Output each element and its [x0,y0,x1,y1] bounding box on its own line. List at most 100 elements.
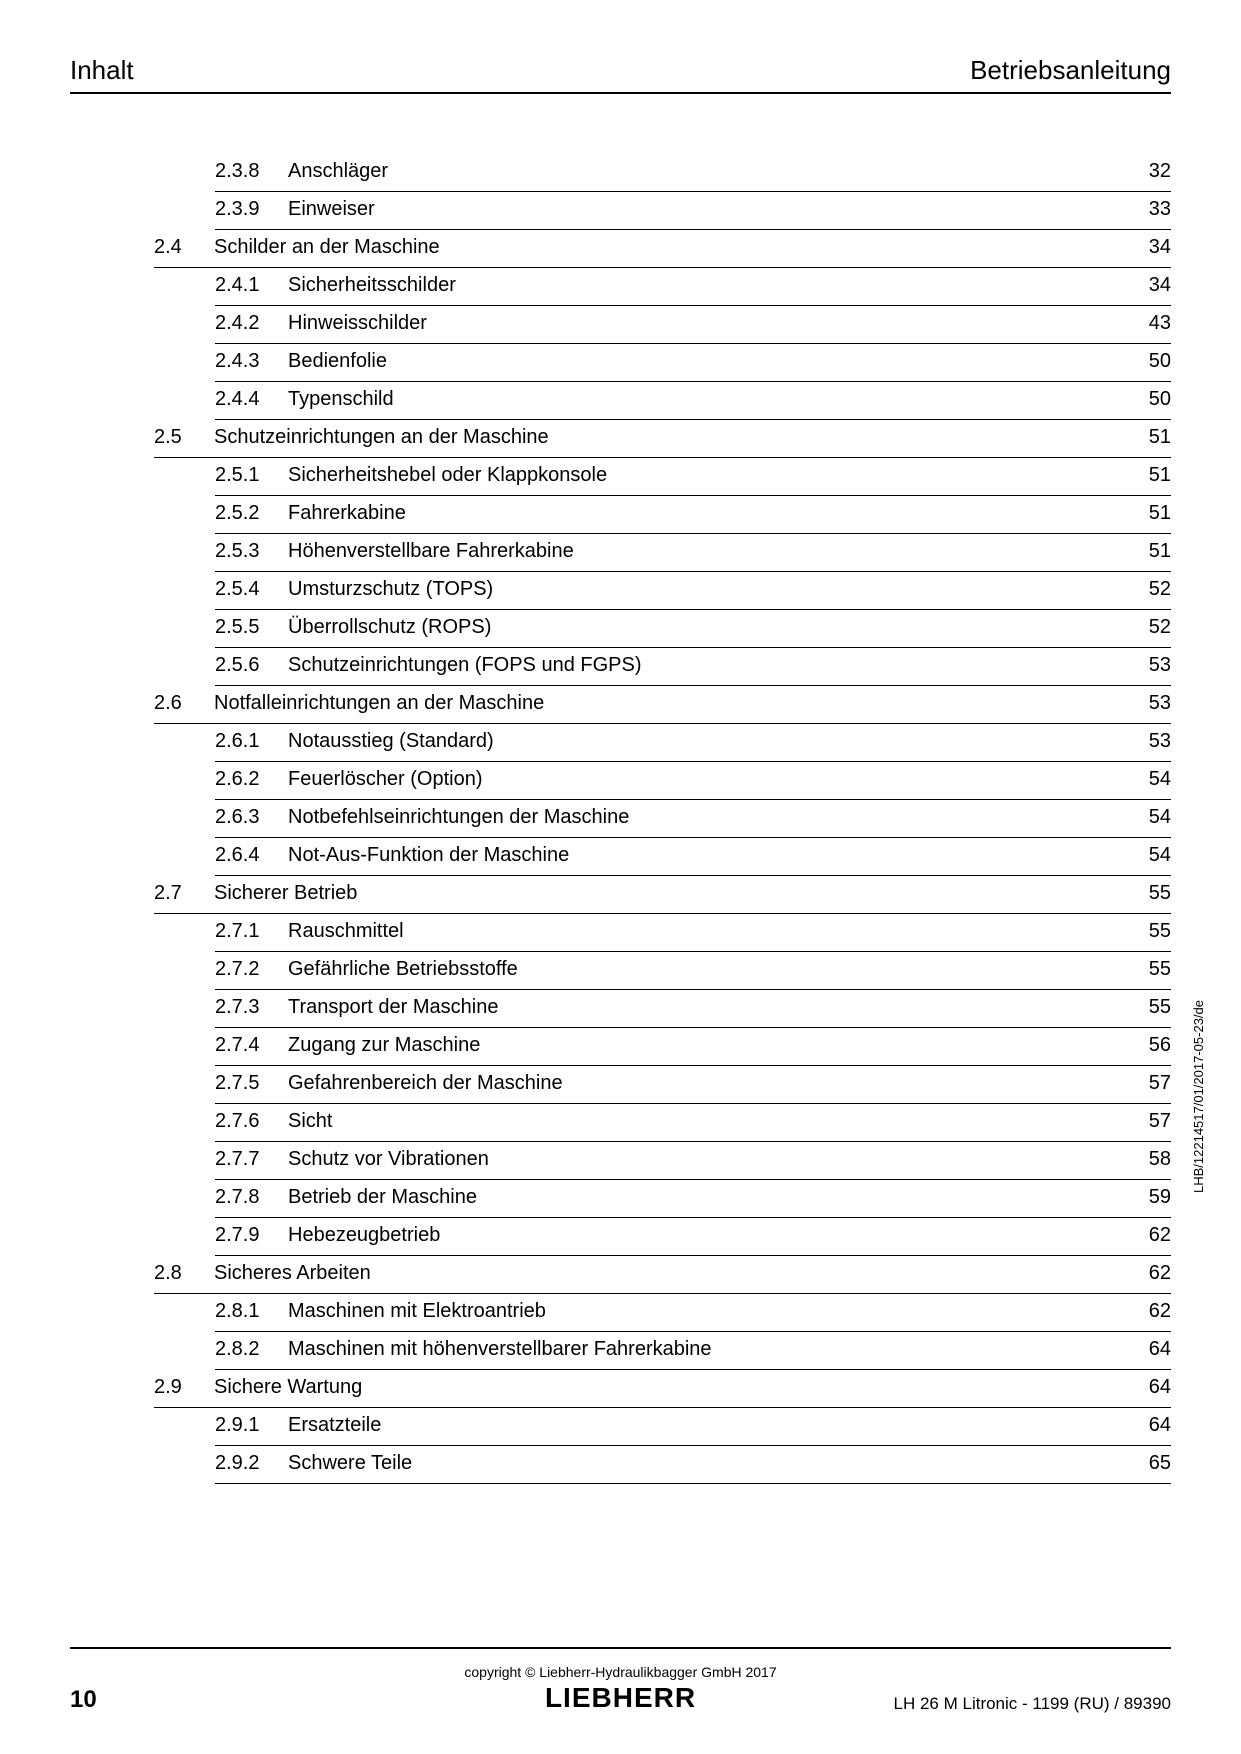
page-header: Inhalt Betriebsanleitung [70,55,1171,94]
toc-sub-num: 2.4.4 [215,388,288,411]
toc-sub-num: 2.4.3 [215,350,288,373]
toc-sub-row: 2.4.4Typenschild50 [215,382,1171,420]
toc-sub-row: 2.5.1Sicherheitshebel oder Klappkonsole5… [215,458,1171,496]
toc-sub-row: 2.5.2Fahrerkabine51 [215,496,1171,534]
toc-sub-row: 2.8.1Maschinen mit Elektroantrieb62 [215,1294,1171,1332]
toc-sub-num: 2.6.1 [215,730,288,753]
toc-sub-num: 2.8.2 [215,1338,288,1361]
toc-sub-row: 2.4.3Bedienfolie50 [215,344,1171,382]
toc-sub-row: 2.5.5Überrollschutz (ROPS)52 [215,610,1171,648]
toc-section-title: Schilder an der Maschine [214,236,1131,259]
toc-page-num: 53 [1131,692,1171,715]
toc-sub-row: 2.9.1Ersatzteile64 [215,1408,1171,1446]
toc-page-num: 57 [1131,1072,1171,1095]
toc-sub-title: Ersatzteile [288,1414,1131,1437]
toc-section-num: 2.6 [154,692,214,715]
toc-sub-row: 2.5.6Schutzeinrichtungen (FOPS und FGPS)… [215,648,1171,686]
logo: LIEBHERR [464,1682,776,1714]
toc-page-num: 56 [1131,1034,1171,1057]
toc-sub-title: Notausstieg (Standard) [288,730,1131,753]
toc-sub-num: 2.7.7 [215,1148,288,1171]
toc-page-num: 51 [1131,502,1171,525]
toc-sub-title: Schwere Teile [288,1452,1131,1475]
toc-sub-row: 2.7.4Zugang zur Maschine56 [215,1028,1171,1066]
toc-sub-row: 2.5.4Umsturzschutz (TOPS)52 [215,572,1171,610]
copyright-text: copyright © Liebherr-Hydraulikbagger Gmb… [464,1664,776,1680]
toc-sub-row: 2.7.7Schutz vor Vibrationen58 [215,1142,1171,1180]
toc-page-num: 52 [1131,616,1171,639]
toc-sub-row: 2.6.3Notbefehlseinrichtungen der Maschin… [215,800,1171,838]
toc-sub-row: 2.7.5Gefahrenbereich der Maschine57 [215,1066,1171,1104]
toc-sub-title: Notbefehlseinrichtungen der Maschine [288,806,1131,829]
toc-page-num: 53 [1131,730,1171,753]
toc-page-num: 64 [1131,1338,1171,1361]
toc-sub-row: 2.7.1Rauschmittel55 [215,914,1171,952]
toc-sub-num: 2.7.5 [215,1072,288,1095]
toc-sub-title: Feuerlöscher (Option) [288,768,1131,791]
side-reference: LHB/12214517/01/2017-05-23/de [1191,1000,1206,1193]
toc-sub-title: Zugang zur Maschine [288,1034,1131,1057]
toc-sub-row: 2.4.1Sicherheitsschilder34 [215,268,1171,306]
header-right: Betriebsanleitung [970,55,1171,86]
toc-sub-row: 2.3.8Anschläger32 [215,154,1171,192]
toc-sub-num: 2.8.1 [215,1300,288,1323]
toc-page-num: 55 [1131,958,1171,981]
toc-sub-title: Höhenverstellbare Fahrerkabine [288,540,1131,563]
toc-sub-num: 2.5.5 [215,616,288,639]
toc-page-num: 55 [1131,920,1171,943]
toc-sub-num: 2.6.4 [215,844,288,867]
toc-sub-title: Schutzeinrichtungen (FOPS und FGPS) [288,654,1131,677]
toc-section-num: 2.8 [154,1262,214,1285]
toc-sub-row: 2.7.9Hebezeugbetrieb62 [215,1218,1171,1256]
toc-sub-num: 2.5.1 [215,464,288,487]
toc-sub-num: 2.7.8 [215,1186,288,1209]
toc-page-num: 64 [1131,1414,1171,1437]
toc-sub-row: 2.7.6Sicht57 [215,1104,1171,1142]
toc-sub-title: Sicherheitshebel oder Klappkonsole [288,464,1131,487]
toc-page-num: 50 [1131,388,1171,411]
toc-section-num: 2.4 [154,236,214,259]
toc-sub-title: Not-Aus-Funktion der Maschine [288,844,1131,867]
toc-sub-title: Sicherheitsschilder [288,274,1131,297]
toc-sub-title: Fahrerkabine [288,502,1131,525]
toc-section-row: 2.6Notfalleinrichtungen an der Maschine5… [154,686,1171,724]
toc-sub-num: 2.7.9 [215,1224,288,1247]
toc-sub-num: 2.7.1 [215,920,288,943]
toc-section-title: Schutzeinrichtungen an der Maschine [214,426,1131,449]
toc-sub-title: Gefahrenbereich der Maschine [288,1072,1131,1095]
toc-page-num: 43 [1131,312,1171,335]
toc-sub-title: Umsturzschutz (TOPS) [288,578,1131,601]
toc-page-num: 54 [1131,844,1171,867]
toc-sub-title: Sicht [288,1110,1131,1133]
toc-sub-num: 2.7.6 [215,1110,288,1133]
toc-sub-num: 2.7.4 [215,1034,288,1057]
toc-sub-num: 2.5.2 [215,502,288,525]
toc-page-num: 51 [1131,540,1171,563]
toc-page-num: 34 [1131,236,1171,259]
toc-sub-title: Gefährliche Betriebsstoffe [288,958,1131,981]
toc-page-num: 62 [1131,1224,1171,1247]
toc-page-num: 54 [1131,806,1171,829]
toc-page-num: 62 [1131,1262,1171,1285]
toc-page-num: 55 [1131,882,1171,905]
toc-section-num: 2.9 [154,1376,214,1399]
toc-page-num: 32 [1131,160,1171,183]
toc-sub-row: 2.7.3Transport der Maschine55 [215,990,1171,1028]
toc-sub-num: 2.6.2 [215,768,288,791]
toc-sub-row: 2.6.2Feuerlöscher (Option)54 [215,762,1171,800]
toc-page-num: 58 [1131,1148,1171,1171]
toc-sub-num: 2.3.8 [215,160,288,183]
toc-page-num: 53 [1131,654,1171,677]
toc-page-num: 51 [1131,464,1171,487]
toc-sub-title: Überrollschutz (ROPS) [288,616,1131,639]
toc-section-title: Sicherer Betrieb [214,882,1131,905]
toc-section-row: 2.4Schilder an der Maschine34 [154,230,1171,268]
toc-page-num: 34 [1131,274,1171,297]
toc-sub-title: Hinweisschilder [288,312,1131,335]
toc-sub-title: Betrieb der Maschine [288,1186,1131,1209]
toc-page-num: 54 [1131,768,1171,791]
toc-sub-num: 2.5.3 [215,540,288,563]
toc-sub-num: 2.9.1 [215,1414,288,1437]
footer-divider [70,1647,1171,1649]
toc-sub-num: 2.5.6 [215,654,288,677]
